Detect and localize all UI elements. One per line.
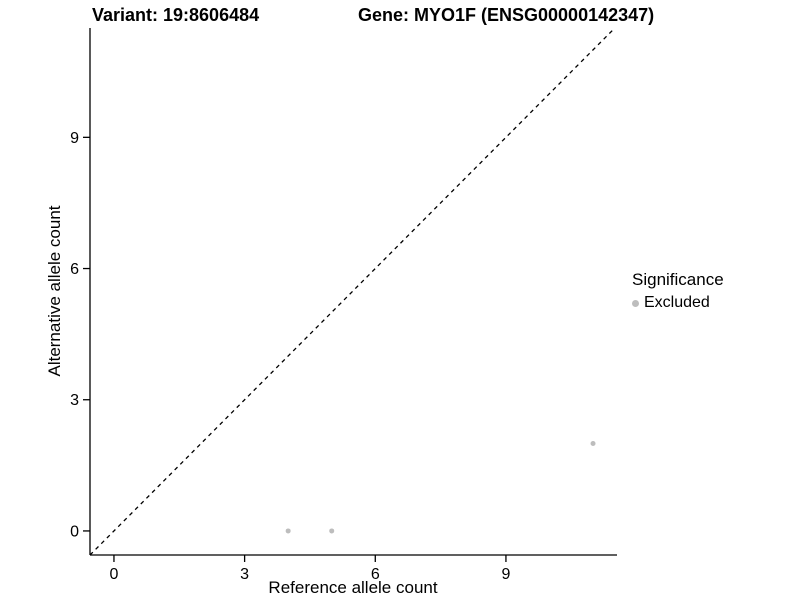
legend-item-excluded: Excluded xyxy=(632,294,724,312)
data-point xyxy=(329,528,335,534)
x-axis-label: Reference allele count xyxy=(268,578,438,597)
data-point xyxy=(285,528,291,534)
x-tick-label: 3 xyxy=(240,566,249,583)
legend: Significance Excluded xyxy=(632,270,724,312)
y-tick-label: 3 xyxy=(70,392,79,409)
y-axis-label: Alternative allele count xyxy=(45,205,64,377)
plot-title-gene: Gene: MYO1F (ENSG00000142347) xyxy=(358,5,655,25)
excluded-point-icon xyxy=(632,299,639,307)
legend-item-label: Excluded xyxy=(644,294,710,311)
x-tick-label: 0 xyxy=(110,566,119,583)
x-tick-label: 6 xyxy=(371,566,380,583)
y-tick-label: 6 xyxy=(70,261,79,278)
plot-title-variant: Variant: 19:8606484 xyxy=(92,5,260,25)
identity-line xyxy=(89,27,616,556)
legend-title: Significance xyxy=(632,270,724,289)
y-tick-label: 0 xyxy=(70,523,79,540)
x-tick-label: 9 xyxy=(501,566,510,583)
data-point xyxy=(590,440,596,446)
y-tick-label: 9 xyxy=(70,130,79,147)
